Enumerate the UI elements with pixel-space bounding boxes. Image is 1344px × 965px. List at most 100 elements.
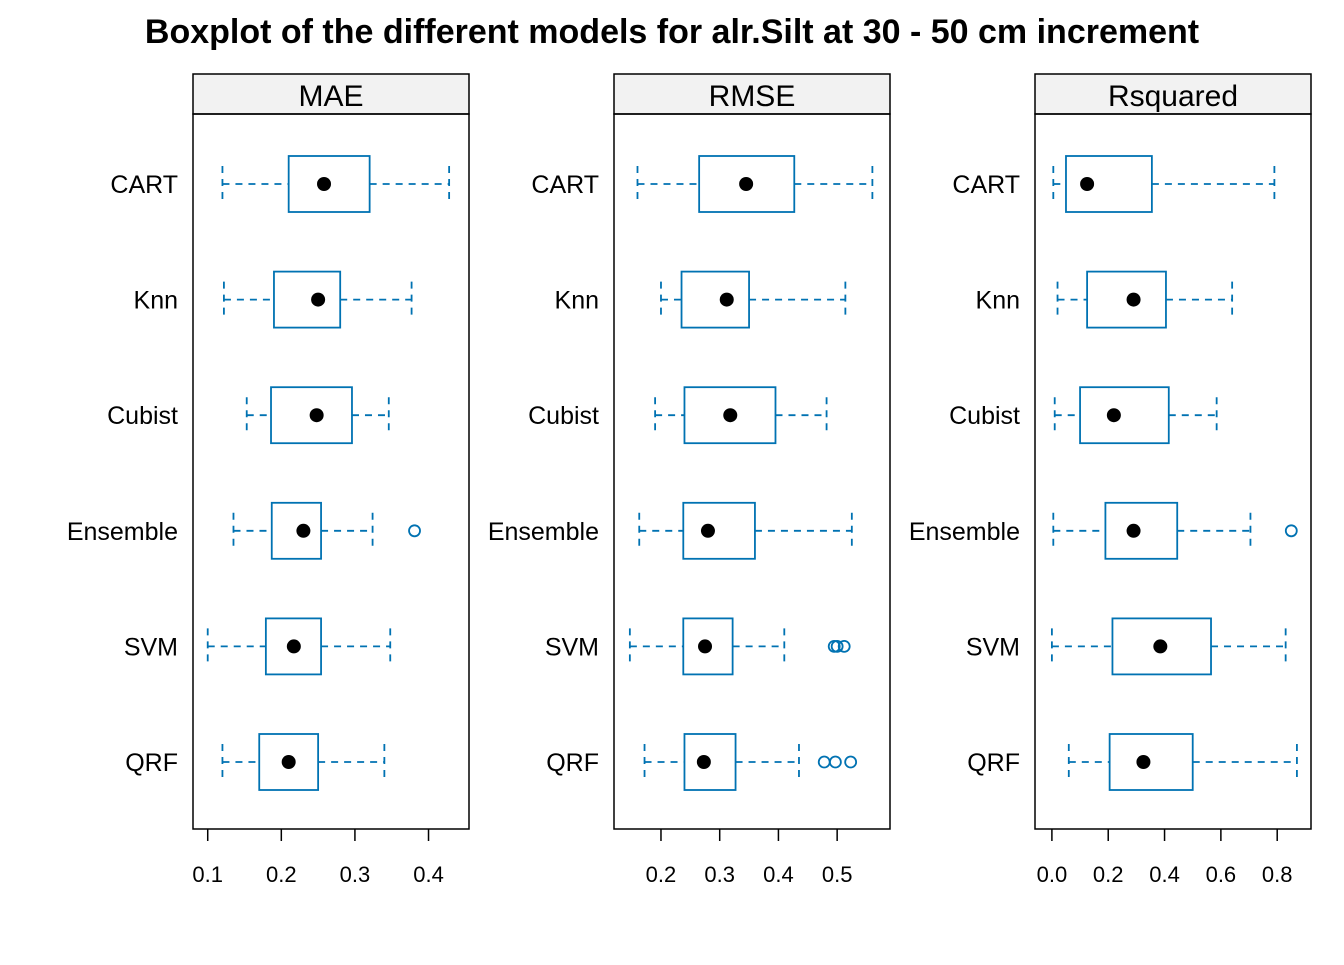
panel-rsquared: Rsquared CART Knn Cubist Ensemble SVM QRF 0.0 0.… <box>909 73 1312 887</box>
category-label: Ensemble <box>909 518 1020 546</box>
strip-header <box>192 73 470 115</box>
x-tick-label: 0.2 <box>1093 862 1124 887</box>
iqr-box <box>287 155 371 213</box>
median-dot <box>696 755 711 769</box>
plot-frame <box>1034 113 1312 830</box>
median-dot <box>1136 755 1151 769</box>
iqr-box <box>258 733 320 791</box>
category-label: QRF <box>546 749 599 777</box>
category-label: Cubist <box>528 402 599 430</box>
outlier-point <box>828 755 842 769</box>
iqr-box <box>1065 155 1153 213</box>
box-ensemble <box>638 501 853 560</box>
box-qrf <box>1067 733 1298 791</box>
x-tick-label: 0.3 <box>704 862 735 887</box>
median-dot <box>317 177 332 191</box>
x-tick-label: 0.4 <box>763 862 794 887</box>
category-label: Cubist <box>949 402 1020 430</box>
x-tick-label: 0.6 <box>1206 862 1237 887</box>
category-label: CART <box>531 171 599 199</box>
outlier-point <box>817 755 831 769</box>
box-cubist <box>654 386 828 445</box>
iqr-box <box>698 155 796 213</box>
category-label: Knn <box>134 287 178 315</box>
chart-title: Boxplot of the different models for alr.… <box>145 13 1199 51</box>
median-dot <box>723 408 738 423</box>
median-dot <box>286 639 301 654</box>
box-cart <box>1052 155 1276 213</box>
category-label: SVM <box>545 633 599 661</box>
strip-label: MAE <box>298 80 363 113</box>
category-label: CART <box>952 171 1020 199</box>
x-tick-label: 0.3 <box>340 862 371 887</box>
strip-header <box>1034 73 1312 115</box>
category-label: QRF <box>967 749 1020 777</box>
panel-mae: MAE CART Knn Cubist Ensemble SVM QRF 0.1 0.2 0.3 0… <box>67 73 470 887</box>
iqr-box <box>1079 386 1170 445</box>
x-tick-label: 0.8 <box>1262 862 1293 887</box>
median-dot <box>1126 292 1141 307</box>
iqr-box <box>1108 733 1194 791</box>
category-label: Ensemble <box>67 518 178 546</box>
box-knn <box>660 270 847 329</box>
category-label: Knn <box>976 287 1020 315</box>
outlier-point <box>1284 524 1298 538</box>
iqr-box <box>682 501 756 560</box>
iqr-box <box>270 501 322 560</box>
box-svm <box>628 617 851 676</box>
median-dot <box>281 755 296 769</box>
iqr-box <box>1086 270 1167 329</box>
plot-frame <box>192 113 470 830</box>
iqr-box <box>683 386 777 445</box>
strip-label: Rsquared <box>1108 80 1238 113</box>
median-dot <box>1126 523 1141 538</box>
median-dot <box>1153 639 1168 654</box>
category-label: Cubist <box>107 402 178 430</box>
category-label: Ensemble <box>488 518 599 546</box>
box-cart <box>636 155 874 213</box>
iqr-box <box>680 270 750 329</box>
x-tick-label: 0.5 <box>822 862 853 887</box>
box-qrf <box>643 733 858 791</box>
box-cart <box>221 155 451 213</box>
iqr-box <box>270 386 353 445</box>
category-label: Knn <box>555 287 599 315</box>
median-dot <box>311 292 326 307</box>
box-ensemble <box>1052 501 1298 560</box>
box-qrf <box>221 733 386 791</box>
plot-frame <box>613 113 891 830</box>
median-dot <box>700 523 715 538</box>
x-tick-label: 0.2 <box>266 862 297 887</box>
category-label: QRF <box>125 749 178 777</box>
median-dot <box>1106 408 1121 423</box>
category-label: SVM <box>966 633 1020 661</box>
category-label: CART <box>110 171 178 199</box>
outlier-point <box>408 524 421 538</box>
box-knn <box>223 270 413 329</box>
iqr-box <box>264 617 322 676</box>
outlier-point <box>830 640 844 653</box>
iqr-box <box>1104 501 1179 560</box>
median-dot <box>719 292 734 307</box>
iqr-box <box>683 733 737 791</box>
outlier-point <box>837 640 851 653</box>
median-dot <box>1080 177 1095 191</box>
strip-label: RMSE <box>709 80 796 113</box>
box-ensemble <box>232 501 421 560</box>
box-svm <box>1050 617 1287 676</box>
iqr-box <box>682 617 734 676</box>
x-tick-label: 0.2 <box>646 862 677 887</box>
strip-header <box>613 73 891 115</box>
median-dot <box>296 523 311 538</box>
box-cubist <box>245 386 390 445</box>
median-dot <box>698 639 713 654</box>
x-tick-label: 0.1 <box>192 862 223 887</box>
x-tick-label: 0.0 <box>1037 862 1068 887</box>
iqr-box <box>1111 617 1212 676</box>
median-dot <box>739 177 754 191</box>
outlier-point <box>844 755 858 769</box>
panel-rmse: RMSE CART Knn Cubist Ensemble SVM QRF 0.2 0.3 0.4… <box>488 73 891 887</box>
iqr-box <box>273 270 342 329</box>
